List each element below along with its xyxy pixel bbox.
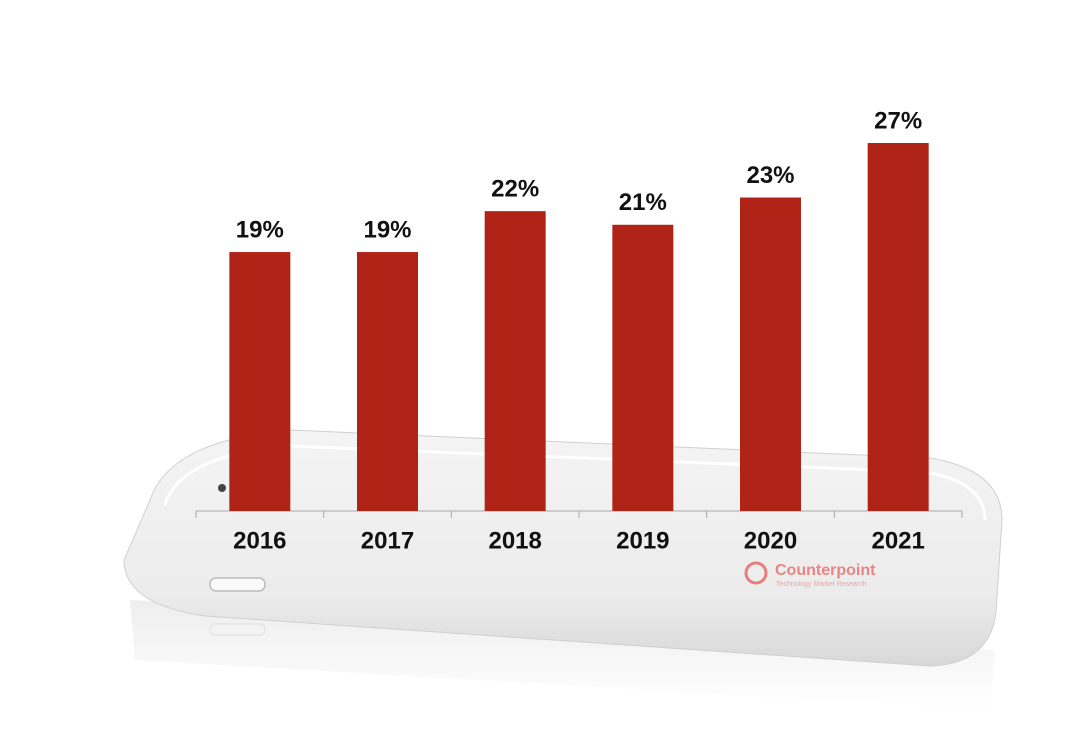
- x-tick-label: 2018: [488, 527, 541, 554]
- phone-home-button-reflection: [209, 623, 266, 636]
- bar: [229, 252, 291, 511]
- value-label: 19%: [363, 216, 411, 243]
- logo: Counterpoint Technology Market Research: [744, 561, 876, 588]
- phone-reflection: [130, 600, 995, 710]
- value-label: 27%: [874, 107, 922, 134]
- value-label: 22%: [491, 175, 539, 202]
- phone-home-button: [209, 577, 266, 592]
- logo-tagline: Technology Market Research: [776, 581, 867, 588]
- bar: [867, 143, 929, 511]
- x-tick-label: 2021: [871, 527, 924, 554]
- value-label: 21%: [619, 189, 667, 216]
- value-label: 19%: [236, 216, 284, 243]
- value-label: 23%: [746, 162, 794, 189]
- bar: [740, 197, 801, 511]
- x-tick-label: 2019: [616, 527, 669, 554]
- bar: [612, 224, 674, 511]
- logo-icon: [744, 561, 768, 585]
- x-tick-label: 2016: [233, 527, 286, 554]
- x-tick-label: 2020: [744, 527, 797, 554]
- bar: [484, 211, 546, 512]
- logo-name: Counterpoint: [775, 562, 876, 579]
- phone-camera: [218, 484, 226, 492]
- x-tick-label: 2017: [361, 527, 414, 554]
- bar: [357, 252, 418, 511]
